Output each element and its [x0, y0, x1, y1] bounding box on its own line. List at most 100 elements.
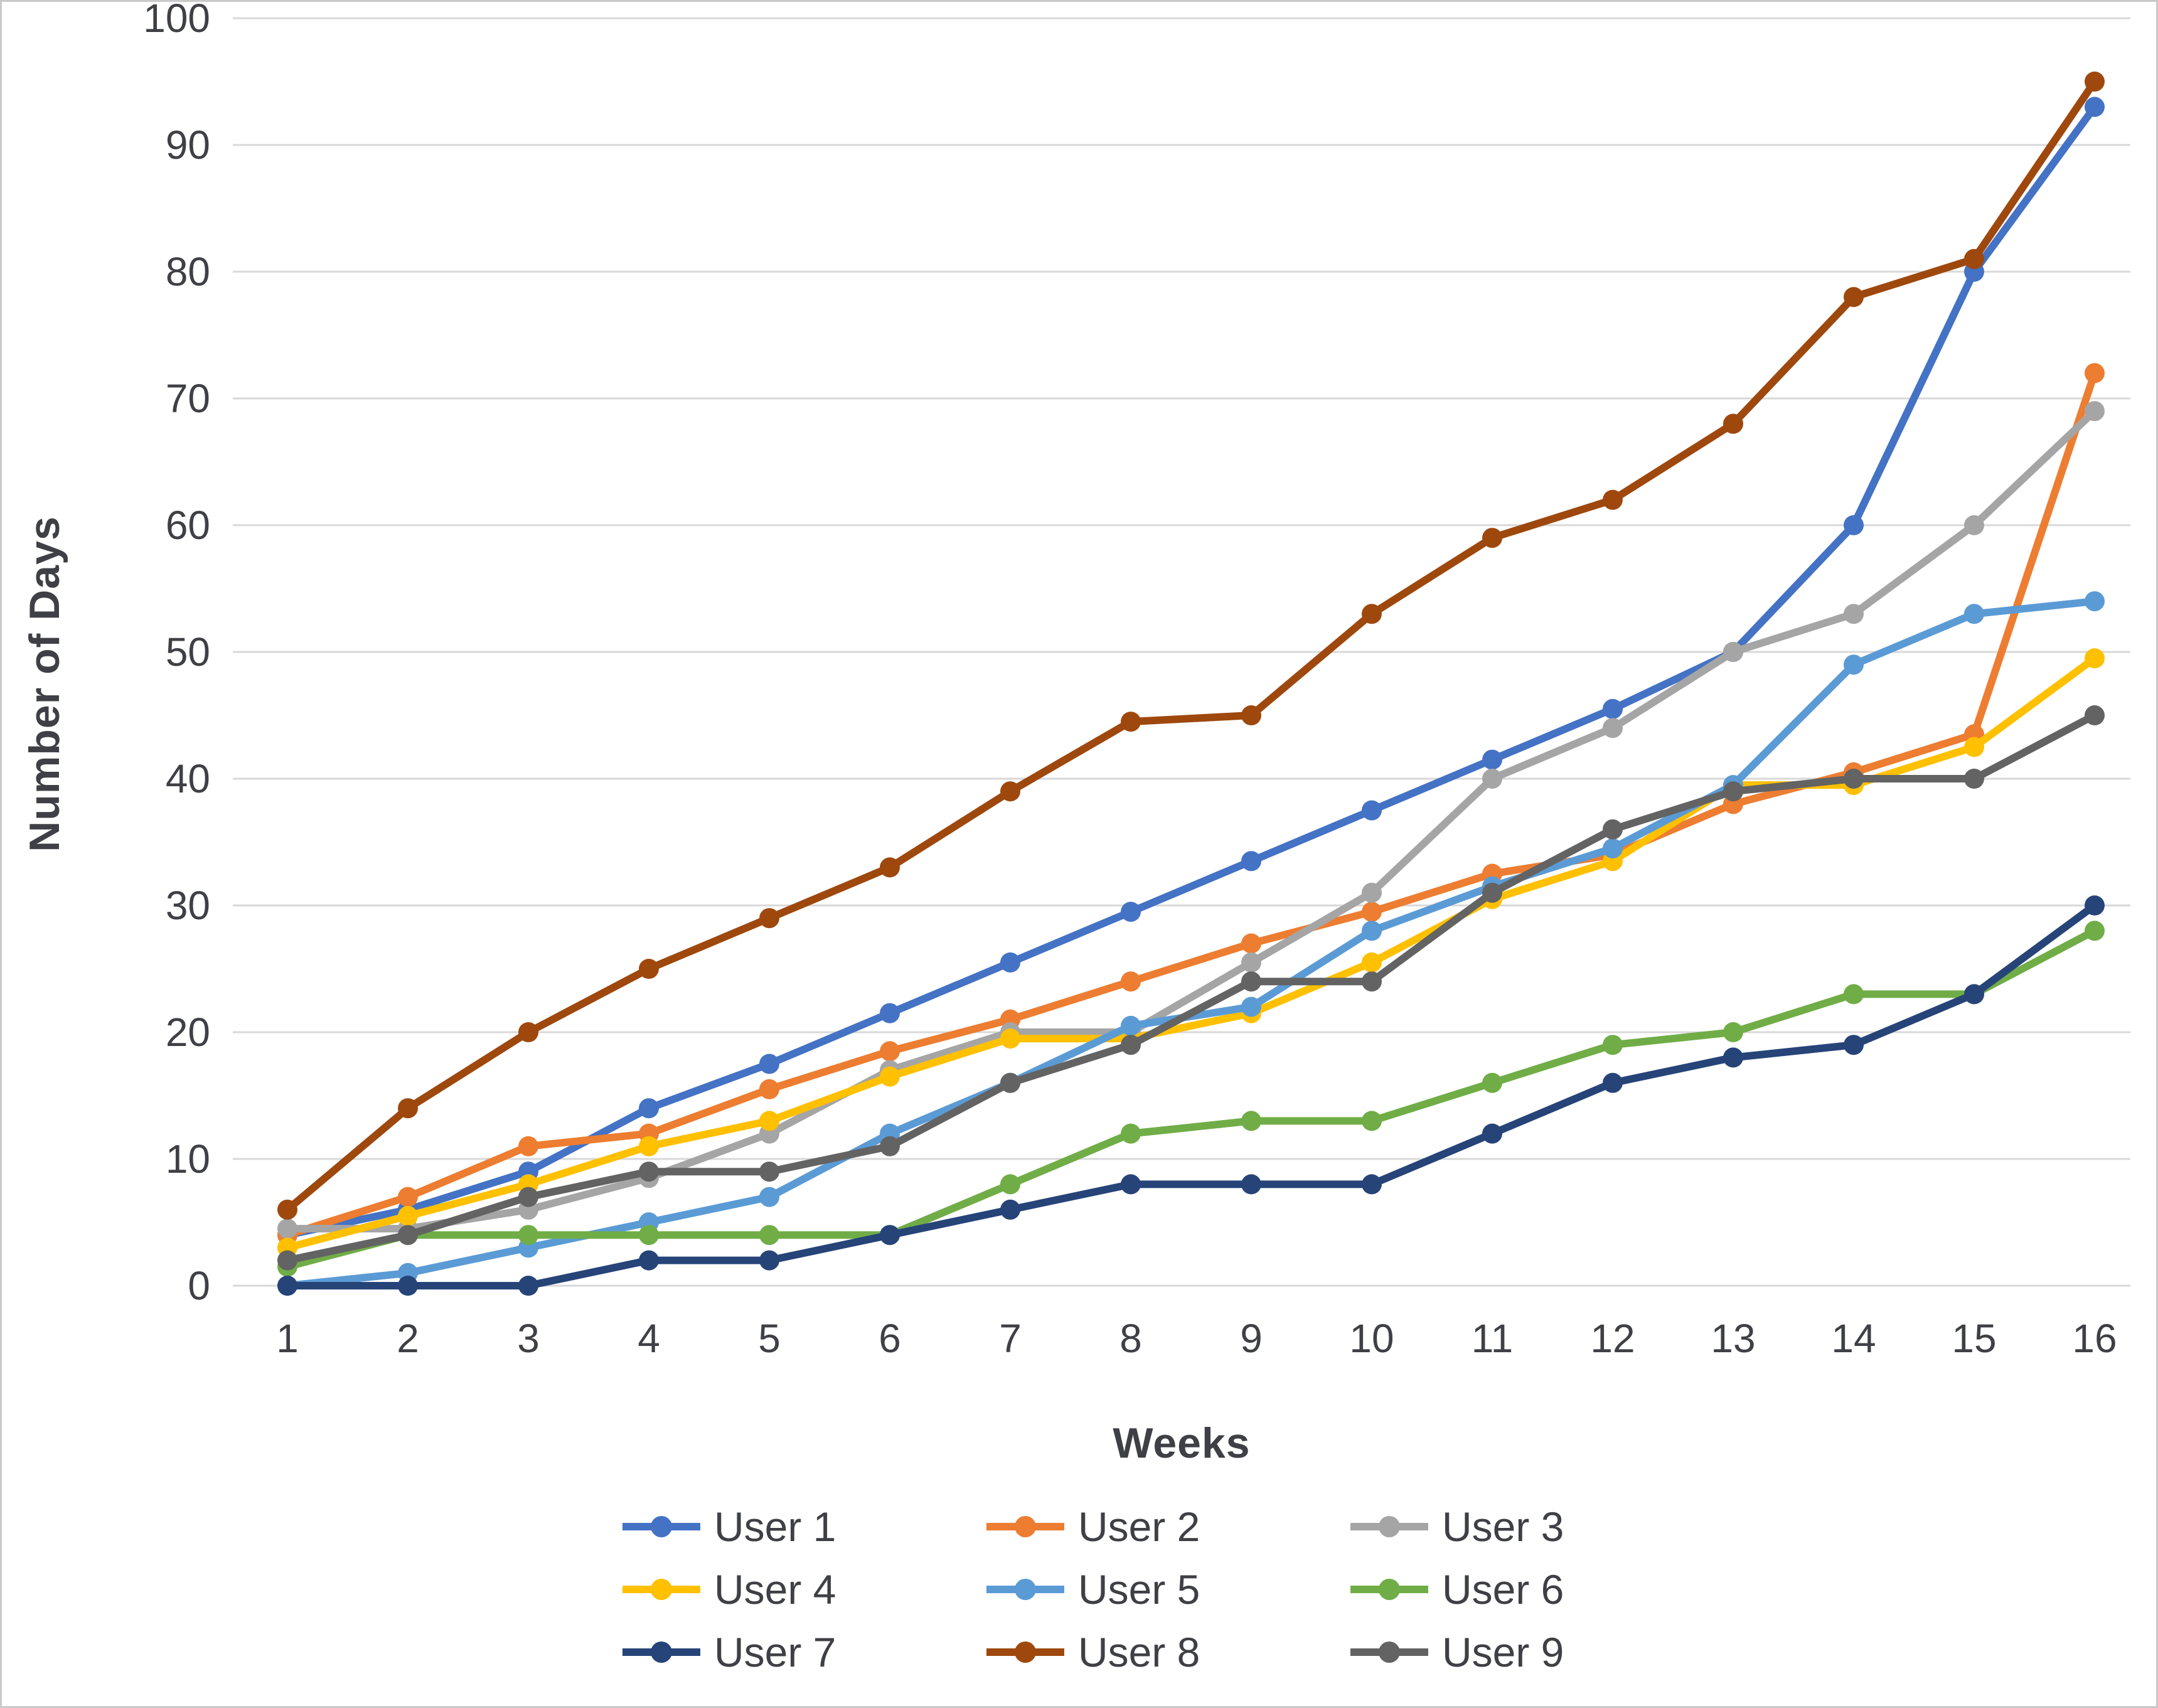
- series-user-3: [277, 401, 2105, 1239]
- data-point-w12: [1603, 838, 1623, 859]
- data-point-w4: [639, 1161, 659, 1182]
- y-tick-label: 10: [166, 1136, 210, 1182]
- data-point-w7: [1000, 1199, 1020, 1220]
- series-user-8: [277, 72, 2105, 1220]
- data-point-w8: [1121, 1123, 1141, 1144]
- data-point-w3: [518, 1225, 538, 1246]
- data-point-w5: [759, 1225, 779, 1246]
- series-line: [284, 712, 2098, 1264]
- series-user-1: [277, 97, 2105, 1246]
- data-point-w13: [1723, 781, 1743, 802]
- data-point-w1: [277, 1199, 297, 1220]
- data-point-w4: [639, 1098, 659, 1119]
- x-tick-label: 6: [879, 1316, 901, 1361]
- y-tick-label: 30: [166, 883, 210, 928]
- data-point-w5: [759, 1187, 779, 1207]
- data-point-w2: [398, 1276, 418, 1296]
- data-point-w10: [1362, 971, 1382, 992]
- data-point-w4: [639, 959, 659, 979]
- data-point-w1: [277, 1276, 297, 1296]
- series-user-7: [277, 895, 2105, 1296]
- series-line: [284, 103, 2098, 1239]
- x-tick-label: 11: [1472, 1316, 1513, 1361]
- data-point-w4: [639, 1136, 659, 1156]
- y-tick-label: 80: [166, 249, 210, 294]
- x-tick-label: 4: [638, 1316, 660, 1361]
- series-line: [284, 407, 2098, 1233]
- data-point-w2: [398, 1205, 418, 1226]
- y-tick-label: 20: [166, 1010, 210, 1055]
- data-point-w4: [639, 1225, 659, 1246]
- data-point-w3: [518, 1136, 538, 1156]
- x-tick-label: 1: [276, 1316, 299, 1361]
- data-point-w10: [1362, 952, 1382, 973]
- data-point-w11: [1482, 882, 1502, 903]
- x-tick-label: 16: [2072, 1316, 2117, 1361]
- data-point-w7: [1000, 1072, 1020, 1093]
- data-point-w10: [1362, 604, 1382, 624]
- x-tick-label: 7: [999, 1316, 1022, 1361]
- data-point-w3: [518, 1022, 538, 1042]
- y-axis-title: Number of Days: [21, 516, 68, 852]
- x-tick-label: 12: [1590, 1316, 1635, 1361]
- data-point-w11: [1482, 769, 1502, 789]
- data-point-w16: [2085, 401, 2105, 422]
- data-point-w14: [1844, 984, 1864, 1005]
- data-point-w5: [759, 1111, 779, 1131]
- data-point-w11: [1482, 528, 1502, 548]
- y-tick-label: 90: [166, 122, 210, 168]
- series-line: [284, 902, 2098, 1289]
- data-point-w15: [1964, 769, 1984, 789]
- data-point-w9: [1241, 996, 1261, 1017]
- data-point-w13: [1723, 1047, 1743, 1068]
- data-point-w11: [1482, 749, 1502, 770]
- x-tick-label: 9: [1240, 1316, 1263, 1361]
- data-point-w10: [1362, 882, 1382, 903]
- data-point-w9: [1241, 1174, 1261, 1195]
- data-point-w6: [880, 1041, 900, 1062]
- data-point-w8: [1121, 971, 1141, 992]
- data-point-w14: [1844, 604, 1864, 624]
- x-tick-label: 2: [397, 1316, 419, 1361]
- data-point-w9: [1241, 851, 1261, 872]
- x-axis-title: Weeks: [1113, 1419, 1251, 1467]
- data-point-w12: [1603, 489, 1623, 510]
- data-point-w5: [759, 1079, 779, 1099]
- data-point-w15: [1964, 248, 1984, 269]
- data-point-w10: [1362, 1174, 1382, 1195]
- data-point-w13: [1723, 1022, 1743, 1042]
- y-tick-label: 100: [143, 2, 210, 41]
- data-point-w4: [639, 1250, 659, 1271]
- data-point-w10: [1362, 1111, 1382, 1131]
- data-point-w14: [1844, 515, 1864, 535]
- data-point-w15: [1964, 737, 1984, 757]
- data-point-w9: [1241, 971, 1261, 992]
- y-tick-label: 70: [166, 376, 210, 421]
- series-user-6: [277, 921, 2105, 1277]
- data-point-w16: [2085, 97, 2105, 117]
- y-tick-label: 40: [166, 756, 210, 801]
- data-point-w6: [880, 1003, 900, 1023]
- data-point-w1: [277, 1250, 297, 1271]
- data-point-w8: [1121, 712, 1141, 732]
- data-point-w16: [2085, 648, 2105, 669]
- data-point-w6: [880, 857, 900, 878]
- data-point-w15: [1964, 604, 1984, 624]
- data-point-w7: [1000, 781, 1020, 802]
- series-line: [284, 369, 2098, 1239]
- data-point-w11: [1482, 1072, 1502, 1093]
- data-point-w16: [2085, 363, 2105, 383]
- data-point-w2: [398, 1187, 418, 1207]
- data-point-w12: [1603, 1035, 1623, 1055]
- data-point-w10: [1362, 800, 1382, 821]
- data-point-w12: [1603, 1072, 1623, 1093]
- series-line: [284, 927, 2098, 1271]
- data-point-w12: [1603, 819, 1623, 840]
- data-point-w8: [1121, 1035, 1141, 1055]
- data-point-w3: [518, 1187, 538, 1207]
- y-tick-label: 50: [166, 629, 210, 675]
- data-point-w12: [1603, 698, 1623, 719]
- data-point-w2: [398, 1225, 418, 1246]
